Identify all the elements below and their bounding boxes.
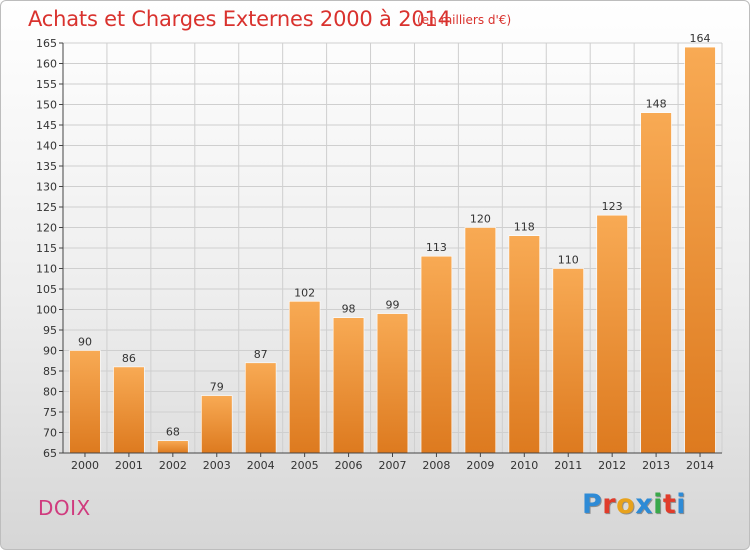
x-tick-label: 2006	[335, 459, 363, 472]
y-tick-label: 105	[36, 283, 57, 296]
x-tick-label: 2008	[422, 459, 450, 472]
bar-2002	[157, 440, 189, 454]
data-label: 87	[254, 348, 268, 361]
bar-2001	[113, 366, 145, 454]
data-label: 123	[602, 200, 623, 213]
bars: 90 86 68 79 87 102 98 99 113 120 118 110 123 148 164	[69, 32, 716, 454]
logo-letter: i	[676, 489, 687, 520]
y-tick-label: 80	[43, 386, 57, 399]
y-tick-label: 155	[36, 78, 57, 91]
data-label: 98	[342, 303, 356, 316]
x-tick-label: 2000	[71, 459, 99, 472]
data-label: 164	[690, 32, 711, 45]
bar-2006	[332, 317, 365, 454]
x-tick-label: 2004	[247, 459, 275, 472]
data-label: 120	[470, 213, 491, 226]
y-tick-label: 70	[43, 427, 57, 440]
logo-letter: x	[635, 489, 654, 520]
bar-2013	[640, 112, 672, 454]
y-tick-label: 75	[43, 406, 57, 419]
bar-2014	[684, 46, 716, 454]
data-label: 110	[558, 254, 579, 267]
y-tick-label: 90	[43, 345, 57, 358]
logo-letter: i	[653, 489, 663, 520]
y-tick-label: 110	[36, 263, 57, 276]
y-tick-label: 130	[36, 181, 57, 194]
x-tick-label: 2005	[291, 459, 319, 472]
y-tick-label: 100	[36, 304, 57, 317]
x-tick-label: 2001	[115, 459, 143, 472]
y-tick-label: 135	[36, 160, 57, 173]
y-tick-label: 120	[36, 222, 57, 235]
x-tick-label: 2002	[159, 459, 187, 472]
y-tick-label: 95	[43, 324, 57, 337]
bar-2005	[288, 300, 321, 454]
data-label: 99	[386, 299, 400, 312]
x-tick-label: 2011	[554, 459, 582, 472]
data-label: 86	[122, 352, 136, 365]
data-label: 90	[78, 336, 92, 349]
data-label: 102	[294, 286, 315, 299]
commune-name: DOIX	[38, 496, 91, 520]
data-label: 113	[426, 241, 447, 254]
x-tick-label: 2010	[510, 459, 538, 472]
bar-2010	[508, 235, 540, 454]
bar-2009	[464, 227, 497, 454]
logo-letter: o	[616, 489, 636, 520]
chart-title: Achats et Charges Externes 2000 à 2014	[28, 7, 451, 31]
y-tick-label: 160	[36, 58, 57, 71]
bar-2004	[245, 362, 277, 454]
y-tick-label: 150	[36, 99, 57, 112]
proxiti-logo[interactable]: Proxiti	[582, 489, 686, 520]
data-label: 79	[210, 381, 224, 394]
x-tick-label: 2014	[686, 459, 714, 472]
axes: 65 70 75 80 85 90 95 100 105 110 115 120 125 130 135 14…	[36, 37, 722, 472]
x-tick-label: 2007	[379, 459, 407, 472]
bar-2011	[552, 268, 584, 454]
bar-2012	[596, 214, 628, 454]
bar-2003	[201, 395, 233, 454]
y-tick-label: 145	[36, 119, 57, 132]
y-tick-label: 85	[43, 365, 57, 378]
bar-2008	[420, 255, 453, 454]
x-tick-label: 2003	[203, 459, 231, 472]
bar-2007	[376, 313, 409, 454]
logo-letter: P	[582, 489, 603, 520]
y-tick-label: 140	[36, 140, 57, 153]
x-tick-label: 2013	[642, 459, 670, 472]
logo-letter: t	[662, 489, 677, 520]
y-tick-label: 165	[36, 37, 57, 50]
y-tick-label: 125	[36, 201, 57, 214]
logo-letter: r	[602, 489, 617, 520]
y-tick-label: 65	[43, 447, 57, 460]
bar-2000	[69, 350, 101, 454]
x-tick-label: 2012	[598, 459, 626, 472]
data-label: 118	[514, 221, 535, 234]
x-tick-label: 2009	[466, 459, 494, 472]
y-tick-label: 115	[36, 242, 57, 255]
data-label: 68	[166, 426, 180, 439]
chart-subtitle: (en milliers d'€)	[417, 13, 512, 27]
data-label: 148	[646, 98, 667, 111]
